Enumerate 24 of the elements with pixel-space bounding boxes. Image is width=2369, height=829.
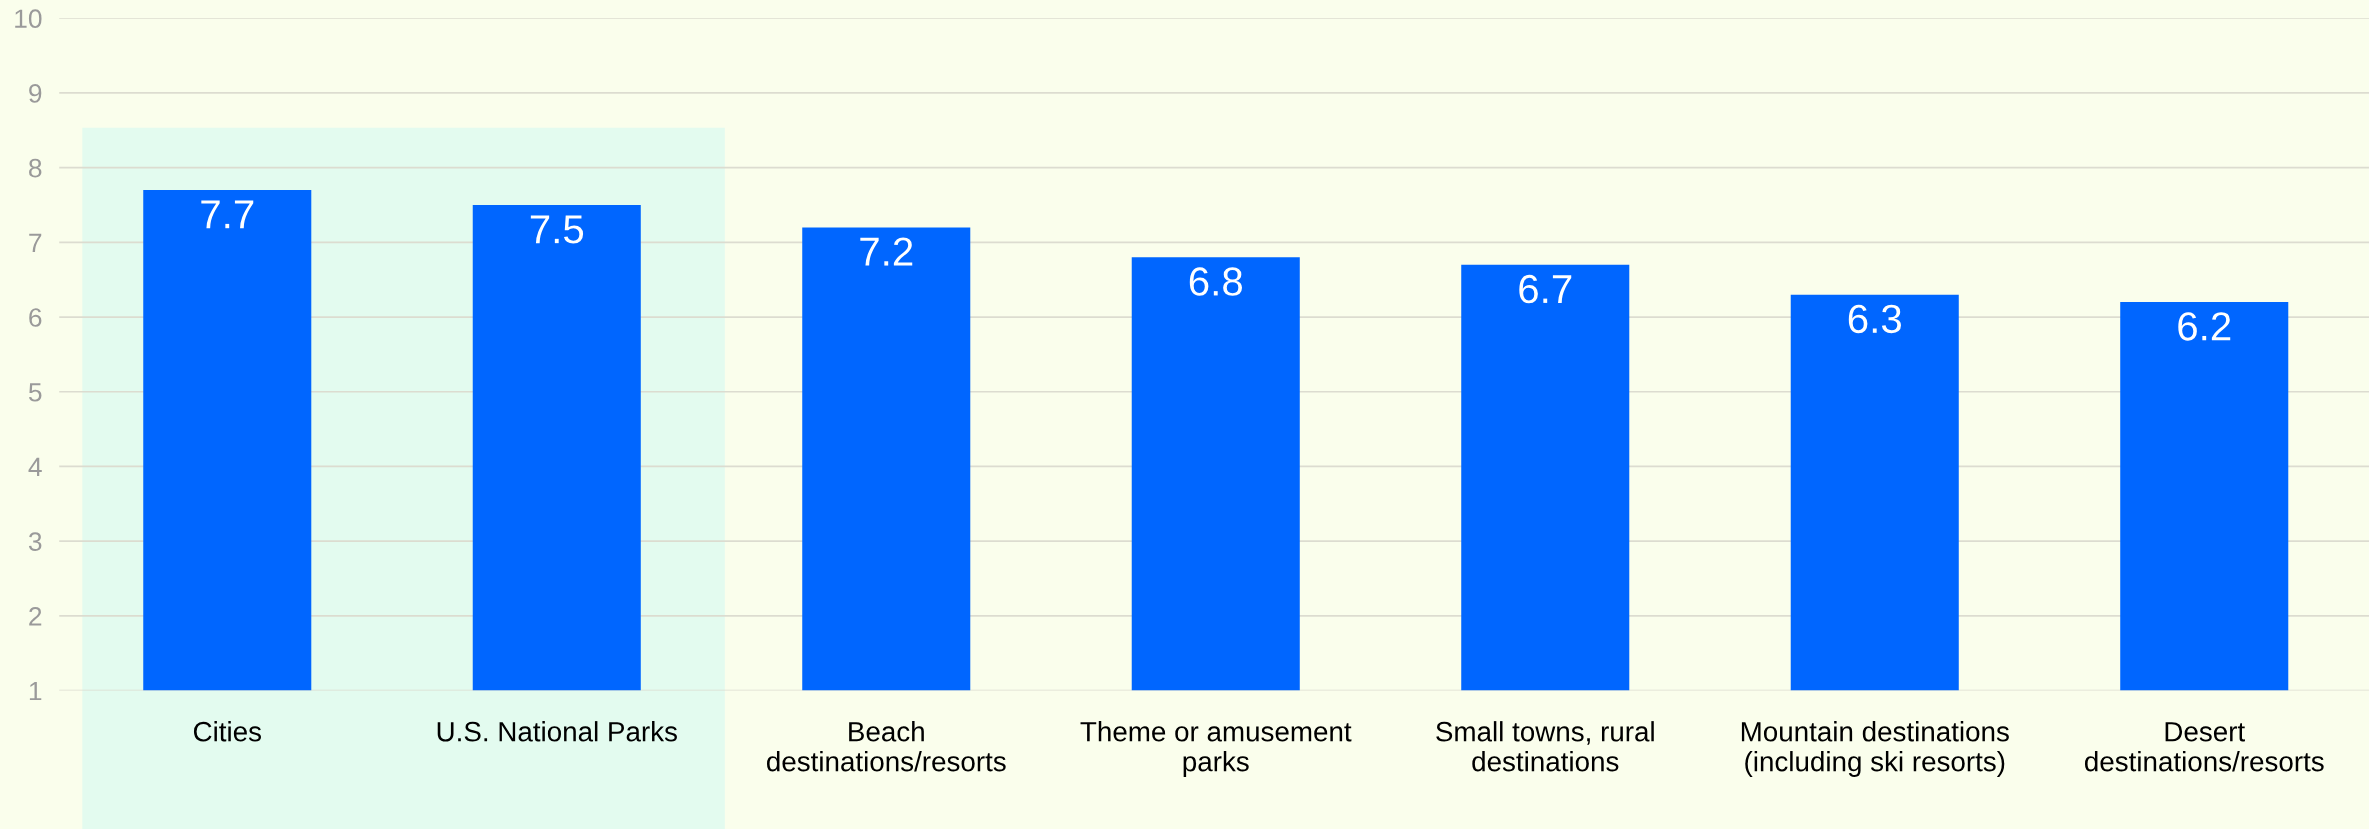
x-tick-label: Mountain destinations (including ski resorts)	[1741, 721, 2009, 777]
y-tick-label: 10	[15, 9, 42, 29]
data-label: 6.3	[1848, 304, 1901, 334]
data-label: 6.7	[1519, 274, 1572, 304]
y-tick-label: 2	[29, 606, 42, 626]
x-tick-label: Cities	[193, 721, 261, 742]
y-tick-label: 5	[28, 383, 42, 402]
y-tick-label: 6	[29, 308, 42, 327]
x-tick-label: Theme or amusement parks	[1080, 721, 1352, 777]
x-tick-label: Desert destinations/resorts	[2085, 722, 2324, 772]
data-label: 7.2	[860, 237, 913, 266]
y-tick-label: 7	[29, 233, 42, 252]
y-tick-label: 4	[28, 457, 42, 477]
data-label: 6.2	[2178, 312, 2231, 341]
x-tick-label: Small towns, rural destinations	[1436, 721, 1654, 772]
data-label: 7.5	[530, 215, 584, 244]
x-tick-label: Beach destinations/resorts	[767, 721, 1006, 772]
y-tick-label: 8	[29, 158, 42, 178]
y-tick-label: 1	[29, 681, 42, 701]
y-tick-label: 9	[29, 84, 42, 103]
data-label: 7.7	[201, 200, 254, 229]
x-tick-label: U.S. National Parks	[437, 721, 677, 742]
y-tick-label: 3	[28, 532, 42, 551]
data-label: 6.8	[1189, 267, 1243, 296]
